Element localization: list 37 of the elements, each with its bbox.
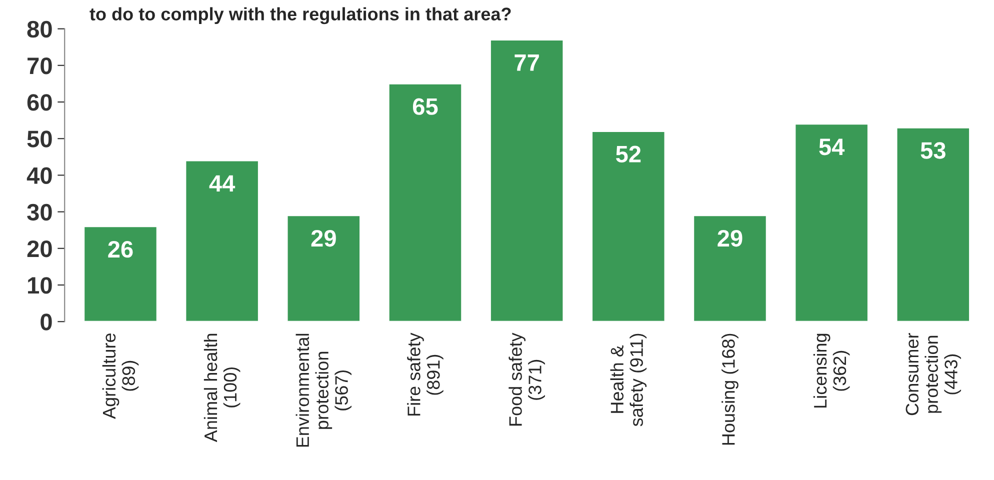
x-tick-label: Licensing (362) — [813, 334, 850, 408]
x-tick-label: Animal health (100) — [204, 334, 240, 442]
data-label: 65 — [412, 98, 438, 115]
y-tick-label: 80 — [27, 20, 52, 38]
data-label: 26 — [108, 240, 133, 258]
y-tick-label: 40 — [26, 167, 52, 184]
bar — [591, 130, 666, 322]
x-tick-label: Fire safety (891) — [407, 332, 444, 416]
x-tick-label: Food safety (371) — [508, 332, 545, 426]
data-label: 44 — [209, 175, 236, 192]
data-label: 29 — [311, 230, 336, 247]
y-tick-label: 10 — [28, 277, 52, 294]
x-tick-label: Consumer protection (443) — [906, 333, 962, 416]
bar — [388, 83, 462, 322]
y-tick-label: 20 — [27, 240, 52, 258]
bar — [184, 160, 260, 322]
data-label: 53 — [920, 142, 946, 159]
x-tick-label: Housing (168) — [722, 334, 738, 445]
data-label: 29 — [718, 230, 742, 247]
bar — [896, 126, 970, 322]
data-label: 77 — [514, 54, 539, 71]
bar — [286, 214, 361, 322]
chart-title: to do to comply with the regulations in that area? — [90, 7, 511, 24]
bar — [490, 39, 564, 322]
bar — [83, 226, 158, 322]
y-tick-label: 30 — [27, 204, 52, 221]
bar — [692, 214, 768, 322]
data-label: 54 — [819, 138, 845, 156]
x-tick-label: Environmental protection (567) — [296, 334, 352, 447]
x-tick-label: Health & safety (911) — [610, 334, 647, 426]
y-tick-label: 0 — [40, 314, 52, 330]
bar — [794, 123, 869, 322]
data-label: 52 — [616, 146, 641, 163]
y-tick-label: 50 — [27, 130, 52, 148]
x-tick-label: Agriculture (89) — [102, 334, 139, 419]
y-tick-label: 60 — [27, 94, 52, 111]
y-tick-label: 70 — [28, 57, 52, 74]
